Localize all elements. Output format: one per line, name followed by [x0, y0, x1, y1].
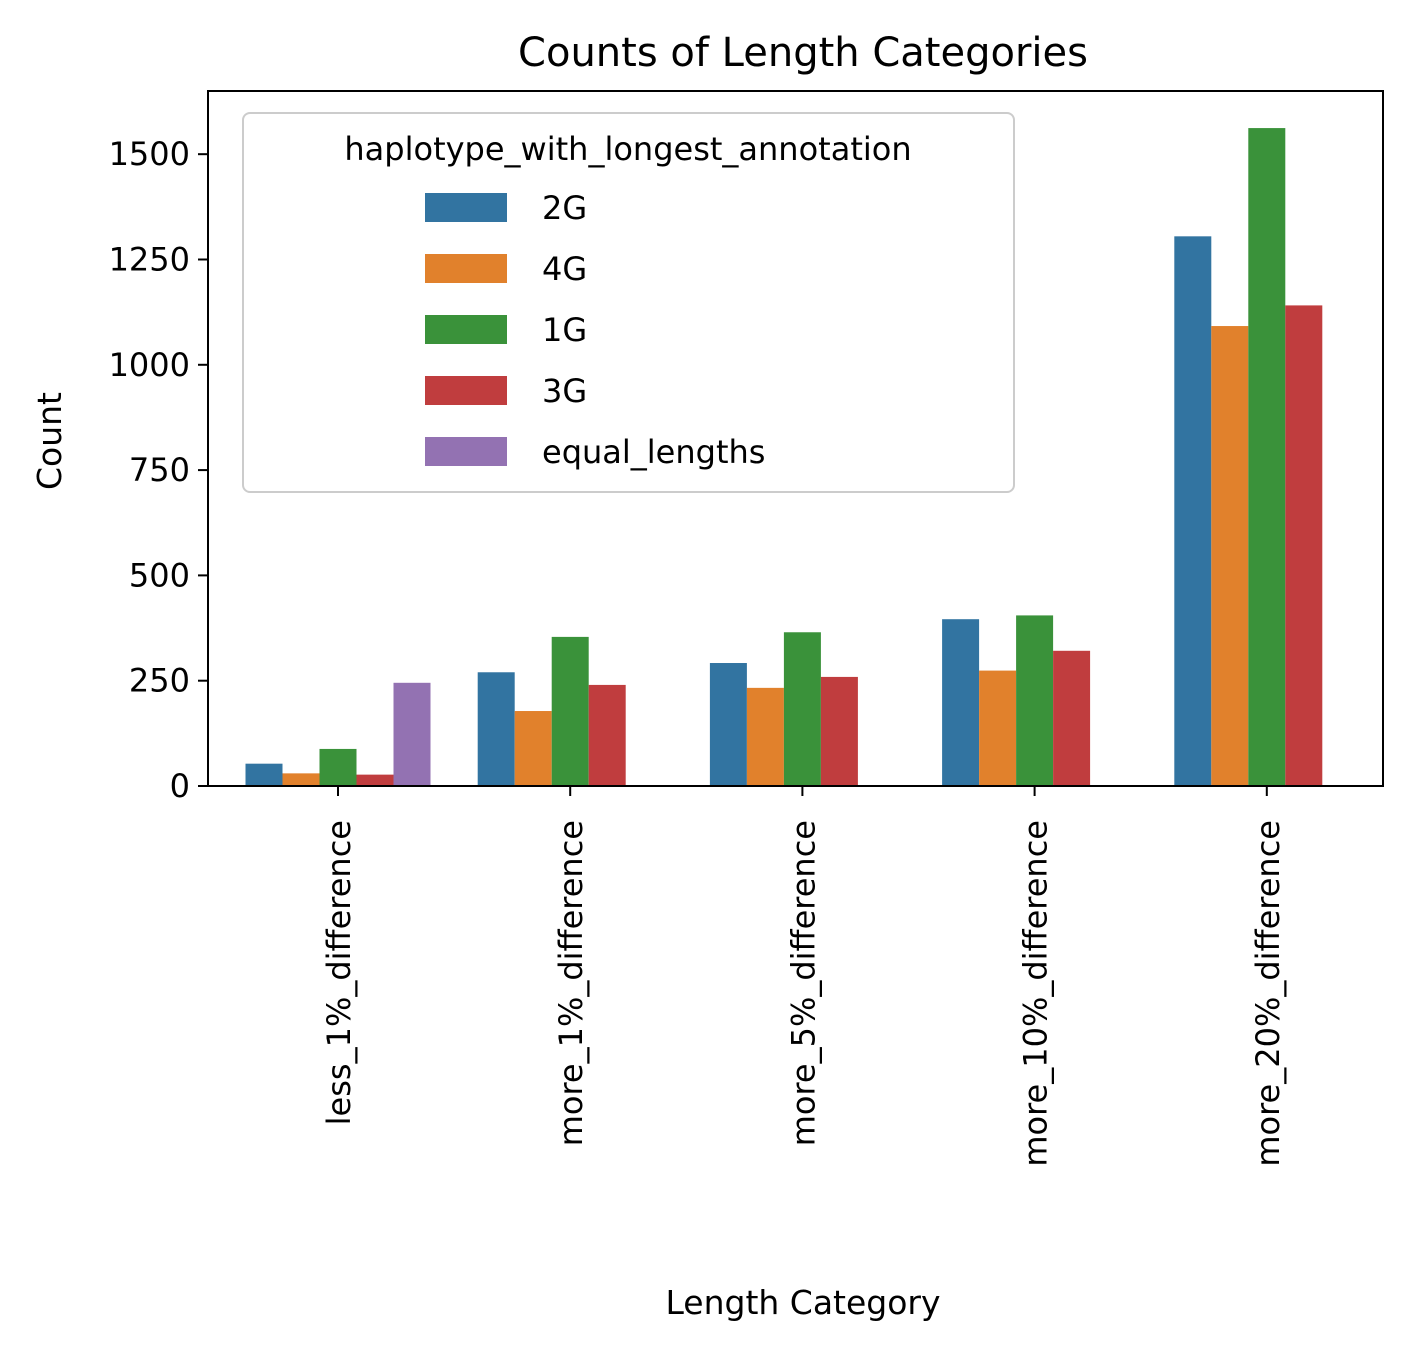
bar-4G-more_1%_difference: [514, 711, 552, 786]
x-tick-label: more_5%_difference: [784, 820, 822, 1146]
legend-swatch-1G: [425, 315, 507, 344]
bar-1G-more_1%_difference: [551, 636, 589, 786]
y-axis-label: Count: [30, 392, 69, 490]
y-tick-label: 250: [129, 662, 190, 700]
legend-swatch-equal_lengths: [425, 437, 507, 466]
legend: haplotype_with_longest_annotation 2G 4G 1G…: [242, 112, 1015, 493]
y-tick-label: 750: [129, 451, 190, 489]
bar-4G-more_20%_difference: [1211, 326, 1249, 786]
y-tick-label: 1000: [109, 346, 190, 384]
bar-2G-more_20%_difference: [1174, 236, 1212, 786]
x-tick-label: more_1%_difference: [552, 820, 590, 1146]
legend-items: 2G 4G 1G 3G equal_lengths: [425, 189, 765, 471]
legend-label-2G: 2G: [542, 189, 587, 227]
legend-swatch-4G: [425, 254, 507, 283]
bar-3G-more_1%_difference: [588, 684, 626, 786]
legend-title: haplotype_with_longest_annotation: [344, 130, 911, 168]
chart-title: Counts of Length Categories: [518, 30, 1088, 76]
bar-1G-more_20%_difference: [1248, 128, 1286, 786]
y-tick-label: 500: [129, 556, 190, 594]
bar-3G-more_10%_difference: [1053, 650, 1091, 786]
bar-2G-less_1%_difference: [245, 763, 283, 786]
bar-3G-more_5%_difference: [820, 676, 858, 786]
x-tick-label: less_1%_difference: [320, 820, 358, 1125]
y-axis: 0 250 500 750 1000 1250 1500: [109, 135, 208, 805]
x-tick-label: more_20%_difference: [1249, 820, 1287, 1167]
legend-label-3G: 3G: [542, 372, 587, 410]
y-tick-label: 1500: [109, 135, 190, 173]
bar-2G-more_10%_difference: [942, 619, 980, 786]
bar-equal_lengths-less_1%_difference: [393, 682, 431, 786]
bars-layer: [245, 128, 1323, 786]
bar-3G-more_20%_difference: [1285, 305, 1323, 786]
bar-4G-less_1%_difference: [282, 773, 320, 786]
y-tick-label: 1250: [109, 240, 190, 278]
legend-label-4G: 4G: [542, 250, 587, 288]
bar-1G-more_10%_difference: [1016, 615, 1054, 786]
plot-area-frame: [207, 90, 1384, 787]
legend-label-equal_lengths: equal_lengths: [542, 433, 765, 471]
bar-4G-more_5%_difference: [746, 687, 784, 786]
legend-swatch-2G: [425, 193, 507, 222]
bar-1G-more_5%_difference: [783, 632, 821, 786]
x-tick-label: more_10%_difference: [1017, 820, 1055, 1167]
legend-label-1G: 1G: [542, 311, 587, 349]
y-tick-label: 0: [170, 767, 190, 805]
bar-2G-more_1%_difference: [477, 672, 515, 786]
x-axis: less_1%_difference more_1%_difference more…: [320, 786, 1287, 1167]
bar-2G-more_5%_difference: [709, 663, 747, 786]
x-axis-label: Length Category: [665, 1283, 940, 1322]
bar-1G-less_1%_difference: [319, 748, 357, 786]
bar-3G-less_1%_difference: [356, 774, 394, 786]
bar-4G-more_10%_difference: [979, 670, 1017, 786]
legend-swatch-3G: [425, 376, 507, 405]
